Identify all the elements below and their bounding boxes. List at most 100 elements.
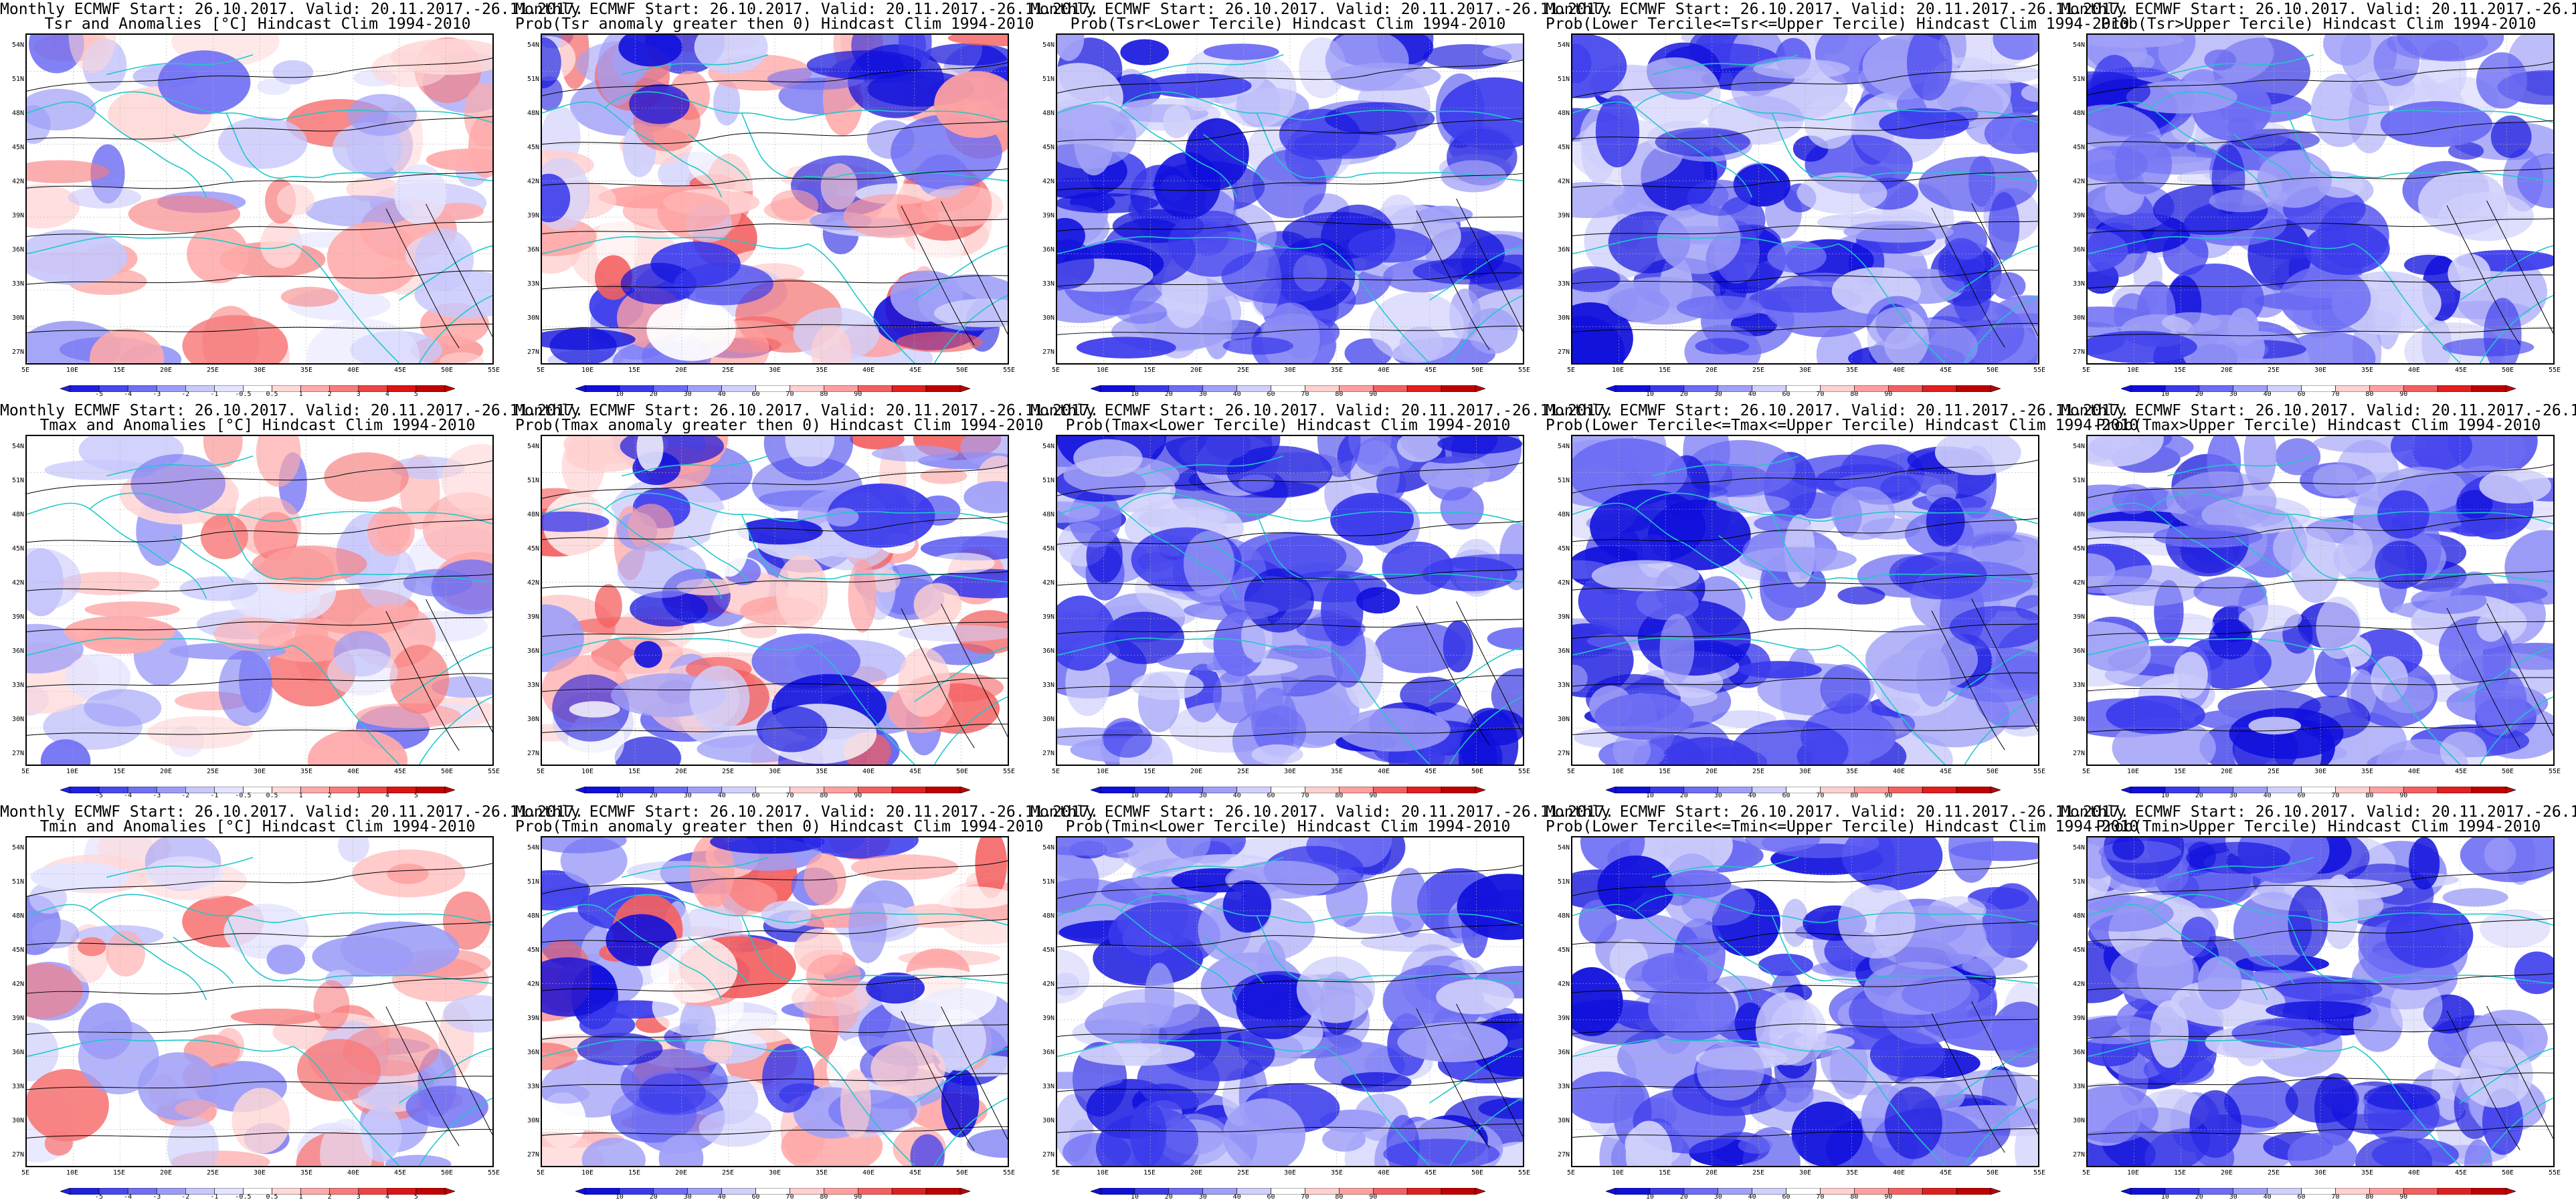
colorbar-tick-label: 30: [1198, 792, 1207, 799]
longitude-label: 20E: [159, 367, 173, 374]
colorbar-tick-label: 70: [1816, 391, 1825, 398]
colorbar-tick-label: -2: [181, 1193, 190, 1201]
forecast-map: [1056, 435, 1524, 766]
latitude-label: 51N: [11, 76, 24, 83]
latitude-label: 39N: [11, 613, 24, 621]
colorbar-tick-label: 70: [2331, 792, 2340, 799]
longitude-label: 25E: [1752, 768, 1765, 775]
longitude-label: 30E: [2314, 768, 2327, 775]
colorbar-tick-label: 20: [1679, 792, 1688, 799]
longitude-label: 50E: [1986, 1169, 1999, 1177]
latitude-label: 36N: [1557, 647, 1570, 655]
forecast-map: [25, 435, 494, 766]
latitude-label: 54N: [2072, 844, 2085, 851]
shading-layer: [1572, 35, 2038, 363]
latitude-label: 45N: [11, 144, 24, 151]
colorbar-labels: -5 -4 -3 -2 -1 -0.5 0.5 1 2 3 4 5: [60, 1193, 455, 1201]
longitude-label: 55E: [2548, 768, 2561, 775]
longitude-label: 20E: [1705, 367, 1718, 374]
colorbar-tick-label: 0.5: [266, 792, 278, 799]
panel-title-line2: Prob(Tsr anomaly greater then 0) Hindcas…: [515, 15, 1034, 33]
panel-title-line2: Prob(Tmax<Lower Tercile) Hindcast Clim 1…: [1065, 417, 1511, 434]
latitude-label: 30N: [11, 716, 24, 723]
colorbar-labels: 10 20 30 40 60 70 80 90: [2121, 792, 2516, 800]
latitude-label: 36N: [1042, 1049, 1054, 1056]
longitude-label: 5E: [2082, 1169, 2091, 1177]
forecast-map: [541, 836, 1009, 1167]
colorbar-tick-label: 80: [1850, 391, 1859, 398]
latitude-label: 45N: [527, 946, 539, 954]
latitude-label: 30N: [1042, 716, 1054, 723]
colorbar-tick-label: 90: [1884, 792, 1893, 799]
latitude-label: 30N: [527, 314, 539, 322]
longitude-label: 10E: [66, 768, 79, 775]
colorbar-swatches: [1090, 1187, 1486, 1195]
longitude-label: 55E: [2033, 1169, 2046, 1177]
colorbar-tick-label: 90: [854, 1193, 862, 1201]
latitude-label: 54N: [11, 41, 24, 49]
latitude-label: 27N: [2072, 348, 2085, 356]
longitude-label: 55E: [487, 367, 500, 374]
colorbar: [60, 382, 456, 393]
longitude-label: 5E: [1566, 367, 1576, 374]
longitude-label: 10E: [1096, 1169, 1109, 1177]
colorbar-tick-label: 80: [2365, 391, 2374, 398]
colorbar-tick-label: 10: [1645, 1193, 1654, 1201]
colorbar-tick-label: 80: [820, 1193, 828, 1201]
latitude-label: 45N: [2072, 545, 2085, 553]
colorbar-tick-label: -3: [153, 391, 161, 398]
longitude-label: 40E: [347, 367, 360, 374]
latitude-label: 33N: [2072, 280, 2085, 288]
longitude-label: 45E: [393, 768, 407, 775]
latitude-label: 27N: [527, 348, 539, 356]
longitude-label: 35E: [815, 768, 828, 775]
grid-lines: [1057, 837, 1523, 1166]
latitude-label: 33N: [527, 682, 539, 689]
colorbar-tick-label: 4: [385, 1193, 389, 1201]
temperature-contours: [1057, 462, 1523, 746]
longitude-label: 10E: [1611, 1169, 1625, 1177]
colorbar-tick-label: 90: [854, 391, 862, 398]
latitude-label: 42N: [1557, 178, 1570, 185]
colorbar-tick-label: 5: [413, 792, 418, 799]
temperature-contours: [2088, 464, 2553, 748]
latitude-label: 27N: [2072, 750, 2085, 757]
colorbar-tick-label: 80: [1335, 391, 1344, 398]
colorbar-tick-label: 90: [854, 792, 862, 799]
grid-lines: [27, 436, 492, 765]
longitude-label: 25E: [721, 367, 735, 374]
colorbar-tick-label: 20: [1164, 792, 1173, 799]
longitude-label: 50E: [440, 1169, 454, 1177]
colorbar-tick-label: 10: [615, 391, 624, 398]
latitude-label: 51N: [11, 477, 24, 484]
colorbar: [575, 1185, 971, 1195]
temperature-contours: [1572, 460, 2038, 750]
colorbar-tick-label: 90: [1369, 1193, 1378, 1201]
colorbar-tick-label: 80: [2365, 1193, 2374, 1201]
longitude-label: 20E: [674, 367, 688, 374]
shading-layer: [27, 837, 492, 1166]
colorbar-tick-label: -4: [124, 1193, 132, 1201]
latitude-label: 48N: [2072, 511, 2085, 518]
colorbar-swatches: [1605, 786, 2001, 794]
forecast-map: [2086, 33, 2555, 365]
latitude-label: 33N: [2072, 1083, 2085, 1090]
latitude-label: 42N: [2072, 981, 2085, 988]
longitude-label: 15E: [628, 367, 641, 374]
latitude-label: 42N: [1557, 579, 1570, 587]
longitude-label: 5E: [21, 768, 30, 775]
temperature-contours: [542, 62, 1008, 346]
forecast-panel-3: Monthly ECMWF Start: 26.10.2017. Valid: …: [1030, 0, 1614, 401]
longitude-label: 20E: [1190, 768, 1203, 775]
panel-title-line2: Tmax and Anomalies [°C] Hindcast Clim 19…: [39, 417, 476, 434]
colorbar-tick-label: 90: [2399, 1193, 2408, 1201]
longitude-label: 50E: [1986, 768, 1999, 775]
colorbar-tick-label: 60: [2297, 1193, 2306, 1201]
shading-layer: [27, 35, 492, 363]
latitude-label: 45N: [1042, 144, 1054, 151]
latitude-label: 42N: [527, 981, 539, 988]
colorbar-tick-label: 10: [615, 1193, 624, 1201]
colorbar-tick-label: 40: [1748, 792, 1756, 799]
longitude-label: 25E: [1236, 768, 1250, 775]
latitude-label: 39N: [527, 1015, 539, 1022]
